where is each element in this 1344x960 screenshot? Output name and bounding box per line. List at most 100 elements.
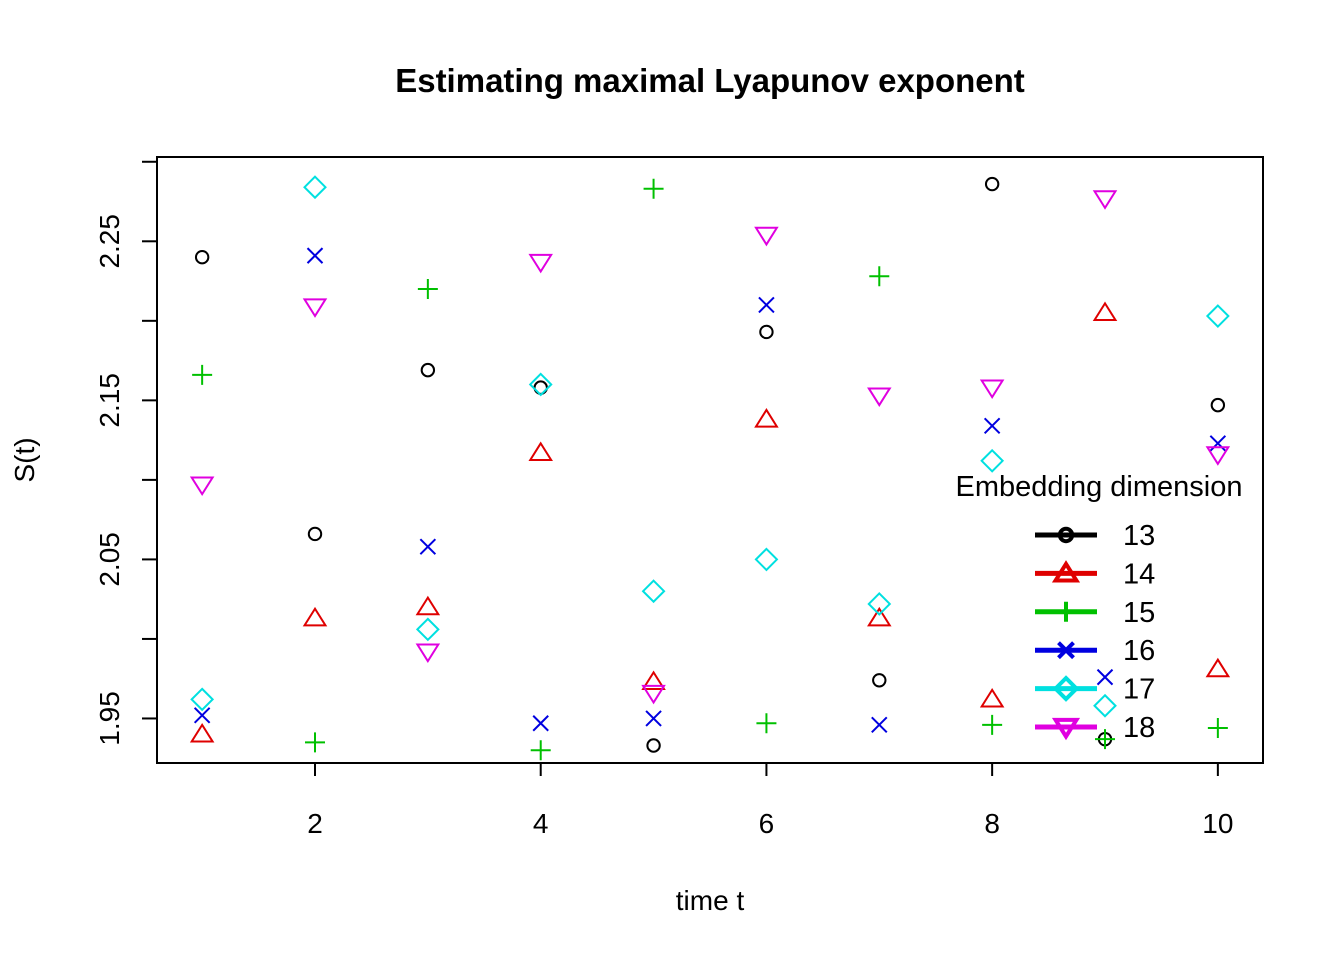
point-14-9 [1092, 301, 1118, 321]
point-18-9 [1092, 190, 1118, 210]
point-16-8 [983, 417, 1001, 435]
point-15-4 [530, 740, 551, 761]
legend-label: 15 [1123, 597, 1155, 629]
point-16-10 [1209, 435, 1227, 452]
point-14-2 [302, 606, 328, 627]
data-points [189, 175, 1231, 761]
point-14-4 [528, 441, 553, 461]
point-15-10 [1207, 718, 1228, 739]
y-tick-label: 2.25 [94, 214, 125, 268]
point-13-2 [307, 526, 323, 542]
point-13-3 [420, 362, 436, 378]
legend-item-15: 15 [1035, 597, 1155, 629]
legend-label: 14 [1123, 558, 1155, 590]
point-18-5 [641, 684, 666, 705]
chart-title: Estimating maximal Lyapunov exponent [395, 62, 1025, 99]
series-14 [189, 301, 1231, 743]
legend: Embedding dimension 13 14 15 16 17 18 [956, 471, 1243, 744]
point-14-7 [867, 606, 892, 627]
point-17-6 [754, 547, 779, 572]
point-17-9 [1093, 693, 1117, 718]
legend-item-14: 14 [1035, 558, 1155, 590]
point-18-4 [528, 253, 553, 274]
legend-title: Embedding dimension [956, 471, 1243, 503]
legend-item-13: 13 [1035, 520, 1155, 552]
point-16-9 [1096, 668, 1114, 686]
y-tick-label: 2.05 [94, 532, 125, 587]
legend-label: 16 [1123, 635, 1155, 667]
point-17-3 [415, 617, 440, 642]
point-16-1 [193, 707, 211, 724]
point-17-5 [641, 579, 666, 604]
point-14-6 [754, 408, 779, 428]
legend-marker [1051, 717, 1081, 741]
x-tick-label: 8 [984, 808, 1000, 839]
point-16-5 [645, 710, 662, 727]
point-14-1 [189, 722, 215, 743]
series-18 [189, 190, 1231, 705]
point-16-2 [306, 247, 324, 264]
point-13-8 [984, 176, 1000, 192]
series-13 [194, 176, 1226, 753]
point-18-7 [867, 387, 892, 407]
point-13-7 [872, 673, 887, 688]
x-tick-label: 10 [1202, 808, 1233, 839]
point-15-7 [869, 266, 890, 287]
point-16-4 [532, 715, 549, 732]
series-17 [190, 175, 1230, 718]
point-13-5 [646, 738, 661, 753]
point-16-6 [758, 296, 775, 314]
point-13-1 [194, 250, 210, 265]
y-axis-title: S(t) [9, 437, 40, 482]
y-tick-label: 2.15 [94, 373, 125, 428]
legend-marker [1051, 560, 1081, 583]
point-13-10 [1210, 397, 1226, 413]
point-14-3 [415, 595, 441, 616]
point-17-4 [528, 372, 553, 397]
legend-item-16: 16 [1035, 635, 1155, 667]
point-18-10 [1205, 446, 1231, 466]
point-17-8 [980, 448, 1005, 473]
x-axis: 2 4 6 8 10 [307, 762, 1233, 839]
legend-label: 18 [1123, 712, 1155, 744]
point-14-8 [979, 687, 1005, 708]
legend-label: 13 [1123, 520, 1155, 552]
point-18-3 [415, 643, 441, 664]
point-17-1 [190, 687, 215, 712]
legend-label: 17 [1123, 674, 1155, 706]
x-tick-label: 2 [307, 808, 323, 839]
point-17-2 [303, 175, 327, 200]
point-18-2 [302, 298, 328, 318]
point-13-6 [759, 324, 774, 340]
point-17-10 [1205, 304, 1230, 328]
point-18-6 [754, 226, 779, 247]
legend-marker [1057, 641, 1075, 660]
legend-item-17: 17 [1035, 674, 1155, 706]
x-axis-title: time t [676, 885, 745, 916]
point-18-1 [189, 476, 215, 497]
point-15-6 [756, 713, 777, 734]
plot-frame [156, 156, 1264, 764]
point-15-9 [1095, 729, 1115, 750]
legend-marker [1057, 526, 1075, 544]
point-15-5 [643, 178, 664, 199]
point-14-10 [1205, 657, 1231, 678]
point-15-3 [417, 279, 438, 300]
legend-item-18: 18 [1035, 712, 1155, 744]
y-tick-label: 1.95 [94, 691, 125, 746]
point-15-1 [192, 364, 213, 385]
point-15-2 [305, 732, 325, 753]
x-tick-label: 6 [759, 808, 775, 839]
point-17-7 [867, 592, 892, 616]
point-15-8 [982, 714, 1003, 735]
x-tick-label: 4 [533, 808, 549, 839]
point-16-7 [871, 716, 888, 734]
y-axis: 1.95 2.05 2.15 2.25 [94, 160, 158, 746]
series-15 [192, 178, 1228, 761]
legend-marker [1056, 601, 1076, 622]
point-14-5 [641, 670, 666, 691]
point-16-3 [419, 538, 437, 555]
legend-marker [1052, 675, 1080, 702]
point-18-8 [979, 379, 1005, 400]
